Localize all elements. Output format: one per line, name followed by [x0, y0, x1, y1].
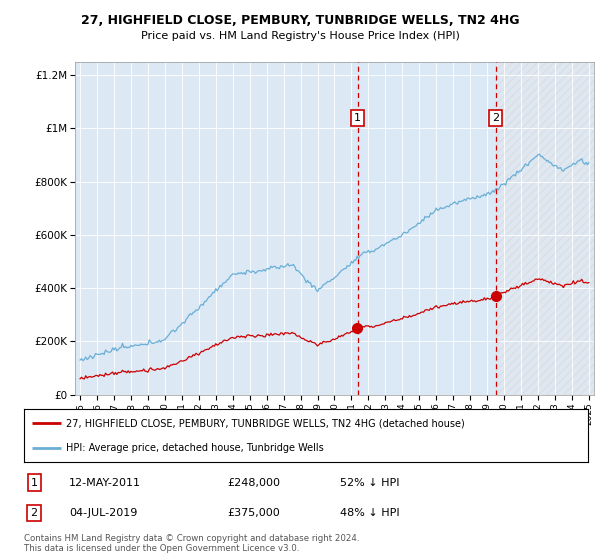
Text: Contains HM Land Registry data © Crown copyright and database right 2024.
This d: Contains HM Land Registry data © Crown c… — [24, 534, 359, 553]
Text: 12-MAY-2011: 12-MAY-2011 — [69, 478, 141, 488]
Text: 2: 2 — [492, 113, 499, 123]
Text: 1: 1 — [354, 113, 361, 123]
Text: 48% ↓ HPI: 48% ↓ HPI — [340, 508, 400, 519]
Text: £248,000: £248,000 — [227, 478, 280, 488]
Text: 1: 1 — [31, 478, 38, 488]
Text: HPI: Average price, detached house, Tunbridge Wells: HPI: Average price, detached house, Tunb… — [66, 442, 324, 452]
Text: 27, HIGHFIELD CLOSE, PEMBURY, TUNBRIDGE WELLS, TN2 4HG: 27, HIGHFIELD CLOSE, PEMBURY, TUNBRIDGE … — [81, 14, 519, 27]
Text: £375,000: £375,000 — [227, 508, 280, 519]
Text: 27, HIGHFIELD CLOSE, PEMBURY, TUNBRIDGE WELLS, TN2 4HG (detached house): 27, HIGHFIELD CLOSE, PEMBURY, TUNBRIDGE … — [66, 418, 465, 428]
Bar — [358, 62, 496, 395]
Bar — [496, 62, 594, 395]
Text: 04-JUL-2019: 04-JUL-2019 — [69, 508, 137, 519]
Text: 2: 2 — [31, 508, 38, 519]
Text: 52% ↓ HPI: 52% ↓ HPI — [340, 478, 400, 488]
Text: Price paid vs. HM Land Registry's House Price Index (HPI): Price paid vs. HM Land Registry's House … — [140, 31, 460, 41]
